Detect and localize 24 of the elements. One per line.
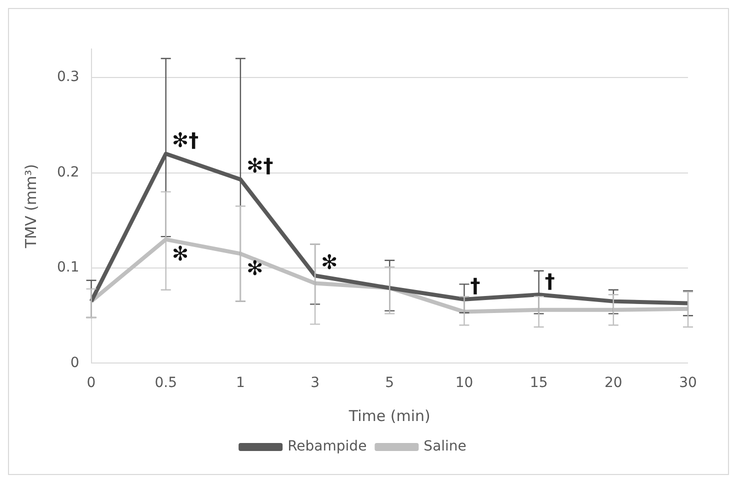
annotation: ✻	[246, 256, 264, 280]
x-tick-label: 0	[86, 375, 96, 392]
annotation: ✻†	[172, 128, 199, 152]
x-tick-label: 10	[455, 375, 474, 392]
y-axis-title: TMV (mm³)	[22, 164, 40, 250]
x-tick-label: 20	[604, 375, 622, 392]
x-axis-title: Time (min)	[348, 406, 430, 425]
annotation: ✻†	[246, 154, 274, 178]
x-tick-label: 1	[236, 375, 245, 392]
annotation: †	[544, 268, 555, 293]
x-tick-label: 15	[530, 375, 548, 392]
x-tick-label: 0.5	[154, 375, 177, 392]
annotation: ✻	[172, 242, 189, 266]
annotation: ✻	[321, 250, 338, 274]
y-tick-label: 0.1	[57, 260, 80, 276]
y-tick-label: 0.2	[57, 164, 80, 180]
legend-label: Saline	[424, 438, 466, 455]
legend-label: Rebampide	[288, 438, 367, 455]
x-tick-label: 30	[679, 375, 697, 392]
y-tick-label: 0.3	[57, 69, 80, 86]
annotation: †	[470, 274, 480, 298]
x-tick-label: 3	[310, 375, 320, 392]
y-tick-label: 0	[70, 354, 80, 371]
x-tick-label: 5	[385, 375, 394, 392]
